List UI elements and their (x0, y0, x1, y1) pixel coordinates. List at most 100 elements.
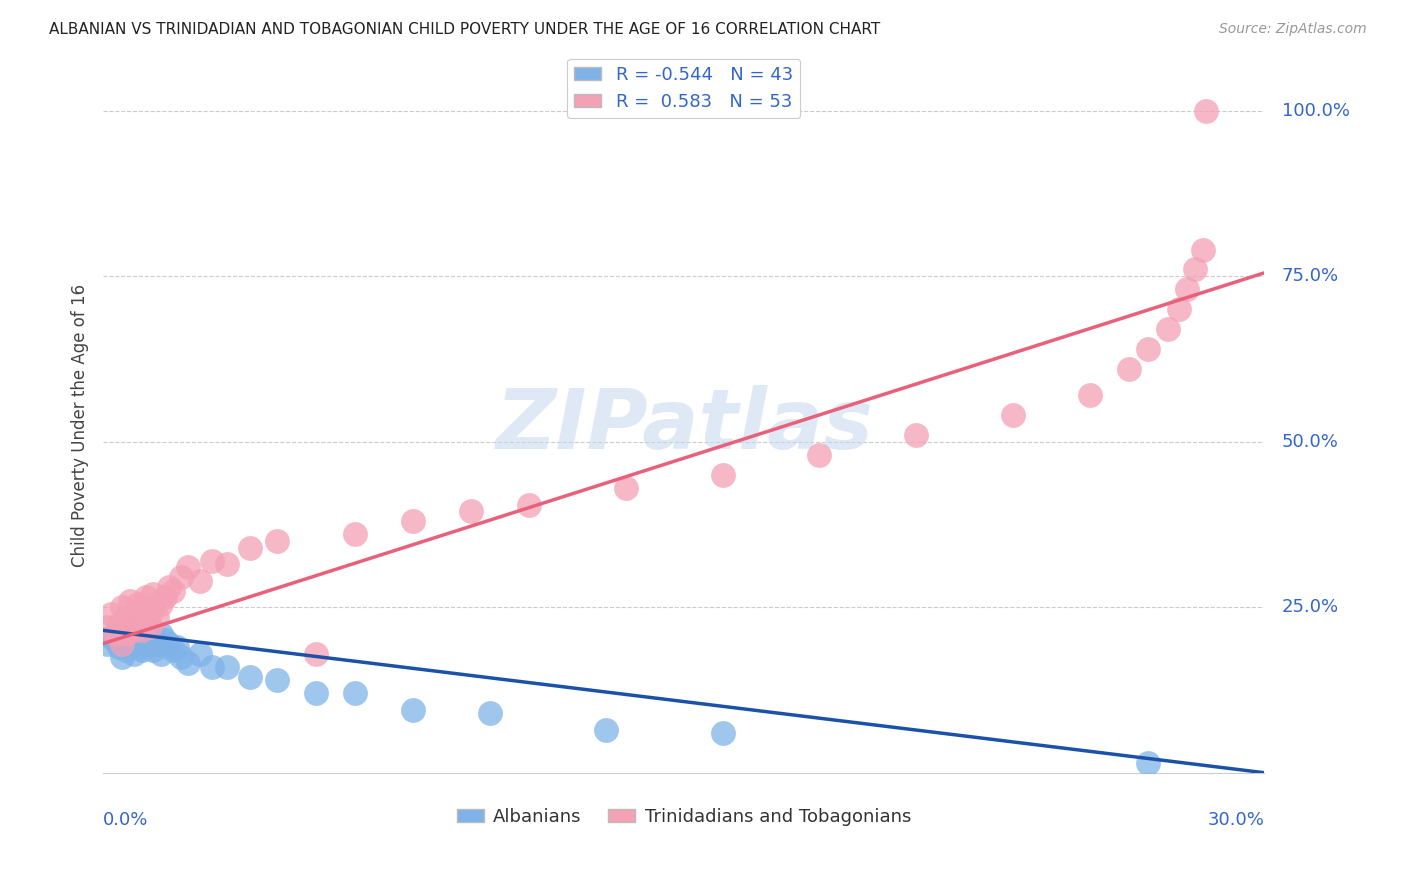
Point (138, 607, 160, 621)
Point (146, 610, 169, 624)
Point (343, 686, 366, 700)
Point (142, 630, 165, 644)
Text: 50.0%: 50.0% (1282, 433, 1339, 450)
Point (266, 533, 288, 548)
Point (1157, 322, 1180, 336)
Point (138, 620, 160, 634)
Point (150, 597, 173, 611)
Point (111, 649, 134, 664)
Point (146, 637, 169, 651)
Point (131, 643, 153, 657)
Point (107, 640, 129, 654)
Point (135, 614, 157, 628)
Point (153, 591, 176, 605)
Point (138, 637, 160, 651)
Point (120, 620, 142, 634)
Point (239, 670, 262, 684)
Point (96, 620, 118, 634)
Y-axis label: Child Poverty Under the Age of 16: Child Poverty Under the Age of 16 (72, 284, 89, 566)
Text: Source: ZipAtlas.com: Source: ZipAtlas.com (1219, 22, 1367, 37)
Point (200, 554, 222, 568)
Point (122, 624, 145, 638)
Point (1137, 342, 1160, 356)
Point (111, 637, 134, 651)
Point (1001, 408, 1024, 422)
Point (122, 624, 145, 638)
Point (135, 624, 157, 638)
Text: 30.0%: 30.0% (1208, 811, 1264, 829)
Point (115, 626, 138, 640)
Point (100, 607, 122, 621)
Point (1184, 262, 1206, 277)
Point (131, 624, 153, 638)
Point (905, 428, 928, 442)
Point (343, 527, 366, 541)
Point (479, 706, 502, 720)
Point (157, 580, 180, 594)
Point (96, 637, 118, 651)
Point (517, 498, 540, 512)
Point (127, 633, 149, 648)
Point (402, 703, 425, 717)
Legend: Albanians, Trinidadians and Tobagonians: Albanians, Trinidadians and Tobagonians (450, 801, 918, 833)
Point (131, 626, 153, 640)
Point (402, 514, 425, 528)
Point (162, 583, 184, 598)
Point (142, 643, 165, 657)
Point (111, 600, 134, 615)
Point (135, 591, 157, 605)
Point (153, 633, 176, 648)
Point (711, 726, 734, 740)
Point (305, 647, 328, 661)
Text: ALBANIAN VS TRINIDADIAN AND TOBAGONIAN CHILD POVERTY UNDER THE AGE OF 16 CORRELA: ALBANIAN VS TRINIDADIAN AND TOBAGONIAN C… (49, 22, 880, 37)
Point (177, 560, 200, 574)
Point (100, 630, 122, 644)
Point (1137, 756, 1160, 770)
Point (1195, 103, 1218, 118)
Point (111, 626, 134, 640)
Point (169, 649, 191, 664)
Point (177, 657, 200, 671)
Point (150, 647, 173, 661)
Point (150, 626, 173, 640)
Point (169, 570, 191, 584)
Point (107, 616, 129, 631)
Point (142, 600, 165, 615)
Point (115, 643, 138, 657)
Point (127, 640, 149, 654)
Point (188, 574, 211, 588)
Point (104, 626, 127, 640)
Point (305, 686, 328, 700)
Point (142, 587, 165, 601)
Text: 25.0%: 25.0% (1282, 599, 1339, 616)
Point (1191, 243, 1213, 257)
Point (122, 607, 145, 621)
Point (808, 448, 831, 462)
Point (120, 616, 142, 631)
Point (122, 647, 145, 661)
Point (1078, 388, 1101, 402)
Text: 75.0%: 75.0% (1282, 267, 1339, 285)
Point (115, 624, 138, 638)
Text: ZIPatlas: ZIPatlas (495, 384, 873, 466)
Point (131, 603, 153, 617)
Point (188, 647, 211, 661)
Point (138, 633, 160, 648)
Point (1118, 361, 1140, 376)
Point (135, 637, 157, 651)
Point (115, 610, 138, 624)
Point (1175, 282, 1198, 296)
Point (614, 481, 637, 495)
Point (1168, 302, 1191, 317)
Point (157, 637, 180, 651)
Point (162, 643, 184, 657)
Point (120, 637, 142, 651)
Point (127, 616, 149, 631)
Point (166, 640, 188, 654)
Point (460, 504, 482, 518)
Point (104, 633, 127, 648)
Point (215, 660, 238, 674)
Text: 100.0%: 100.0% (1282, 102, 1350, 120)
Point (239, 541, 262, 555)
Point (595, 723, 617, 737)
